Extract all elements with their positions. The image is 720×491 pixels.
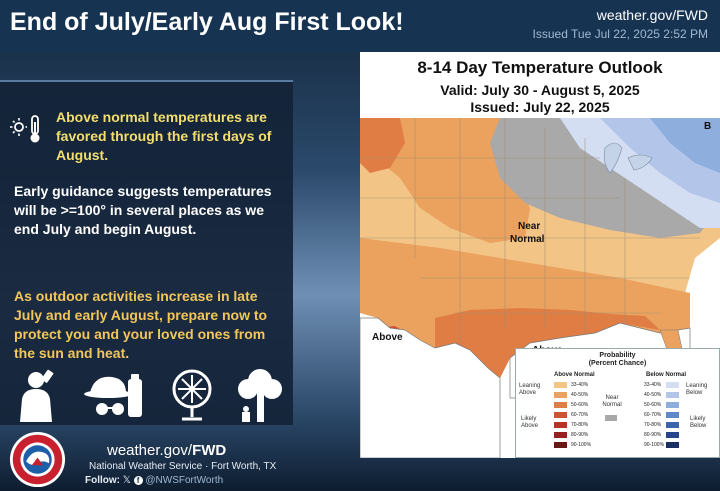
legend-below-row: 60-70% <box>516 411 719 419</box>
legend-below-row: 40-50% <box>516 391 719 399</box>
legend-above-row: 90-100% <box>516 441 719 449</box>
legend-below-label: 50-60% <box>644 402 662 408</box>
heat-safety-icons <box>20 369 282 422</box>
probability-legend: Probability (Percent Chance) Above Norma… <box>515 348 720 458</box>
fan-icon <box>172 369 212 421</box>
label-corner-b: B <box>704 121 711 132</box>
legend-above-row: 80-90% <box>516 431 719 439</box>
legend-near-label: Near Normal <box>602 395 622 408</box>
legend-above-label: 80-90% <box>571 432 589 438</box>
legend-above-head: Above Normal <box>554 372 595 378</box>
legend-near-swatch <box>605 415 617 421</box>
legend-leaning-below: Leaning Below <box>686 383 708 396</box>
footer <box>0 425 720 491</box>
follow-label: Follow: <box>85 475 120 486</box>
page-title: End of July/Early Aug First Look! <box>10 8 404 36</box>
header-bar: End of July/Early Aug First Look! weathe… <box>0 0 720 52</box>
issued-timestamp: Issued Tue Jul 22, 2025 2:52 PM <box>532 27 708 41</box>
legend-above-swatch <box>554 402 567 408</box>
legend-above-row: 50-60% <box>516 401 719 409</box>
legend-above-label: 70-80% <box>571 422 589 428</box>
legend-above-swatch <box>554 432 567 438</box>
footer-website[interactable]: weather.gov/FWD <box>107 442 227 459</box>
guidance-message: Early guidance suggests temperatures wil… <box>14 183 272 237</box>
legend-below-label: 40-50% <box>644 392 662 398</box>
outlook-map-card: 8-14 Day Temperature Outlook Valid: July… <box>360 52 720 458</box>
legend-below-row: 33-40% <box>516 381 719 389</box>
map-valid-range: Valid: July 30 - August 5, 2025 <box>440 82 640 98</box>
legend-title: Probability (Percent Chance) <box>588 352 647 367</box>
near-normal-area <box>490 118 715 238</box>
legend-likely-above: Likely Above <box>521 416 539 429</box>
legend-above-swatch <box>554 392 567 398</box>
legend-below-row: 70-80% <box>516 421 719 429</box>
legend-above-row: 40-50% <box>516 391 719 399</box>
safety-message: As outdoor activities increase in late J… <box>14 288 268 361</box>
map-issued-date: Issued: July 22, 2025 <box>470 99 610 115</box>
legend-below-swatch <box>666 402 679 408</box>
legend-below-label: 60-70% <box>644 412 662 418</box>
legend-below-row: 50-60% <box>516 401 719 409</box>
thermometer-sun-icon <box>10 115 40 143</box>
footer-office-name: National Weather Service · Fort Worth, T… <box>89 461 277 472</box>
label-normal: Normal <box>510 234 545 245</box>
legend-below-swatch <box>666 382 679 388</box>
legend-above-label: 33-40% <box>571 382 589 388</box>
legend-above-swatch <box>554 412 567 418</box>
legend-below-label: 33-40% <box>644 382 662 388</box>
legend-leaning-above: Leaning Above <box>519 383 541 396</box>
legend-below-label: 80-90% <box>644 432 662 438</box>
legend-above-row: 33-40% <box>516 381 719 389</box>
legend-below-swatch <box>666 432 679 438</box>
legend-above-row: 60-70% <box>516 411 719 419</box>
facebook-icon[interactable]: f <box>133 476 143 485</box>
info-panel: Above normal temperatures are favored th… <box>0 80 293 425</box>
legend-below-label: 90-100% <box>644 442 665 448</box>
hat-sunglasses-sunscreen-icon <box>84 374 142 417</box>
x-icon[interactable]: 𝕏 <box>122 475 134 486</box>
land-below-50-60 <box>650 118 720 173</box>
legend-below-row: 90-100% <box>516 441 719 449</box>
legend-above-label: 50-60% <box>571 402 589 408</box>
map-title: 8-14 Day Temperature Outlook <box>417 58 663 77</box>
land-above-40-50 <box>370 118 530 243</box>
legend-above-swatch <box>554 442 567 448</box>
legend-below-swatch <box>666 422 679 428</box>
label-near: Near <box>518 221 540 232</box>
legend-above-row: 70-80% <box>516 421 719 429</box>
legend-below-label: 70-80% <box>644 422 662 428</box>
legend-below-swatch <box>666 412 679 418</box>
legend-below-swatch <box>666 442 679 448</box>
legend-above-label: 40-50% <box>571 392 589 398</box>
legend-below-swatch <box>666 392 679 398</box>
person-drinking-icon <box>20 369 54 422</box>
legend-below-head: Below Normal <box>646 372 687 378</box>
footer-follow: Follow: 𝕏 f @NWSFortWorth <box>85 475 223 486</box>
label-above-west: Above <box>372 332 403 343</box>
tree-shade-icon <box>238 369 282 422</box>
legend-below-row: 80-90% <box>516 431 719 439</box>
header-site-link[interactable]: weather.gov/FWD <box>596 7 708 23</box>
land-above-50-60 <box>435 308 660 378</box>
legend-likely-below: Likely Below <box>690 416 707 429</box>
social-handle[interactable]: @NWSFortWorth <box>145 475 224 486</box>
highlight-message: Above normal temperatures are favored th… <box>56 109 272 163</box>
nws-logo <box>9 431 66 488</box>
legend-above-swatch <box>554 422 567 428</box>
legend-above-label: 90-100% <box>571 442 592 448</box>
legend-above-label: 60-70% <box>571 412 589 418</box>
legend-above-swatch <box>554 382 567 388</box>
